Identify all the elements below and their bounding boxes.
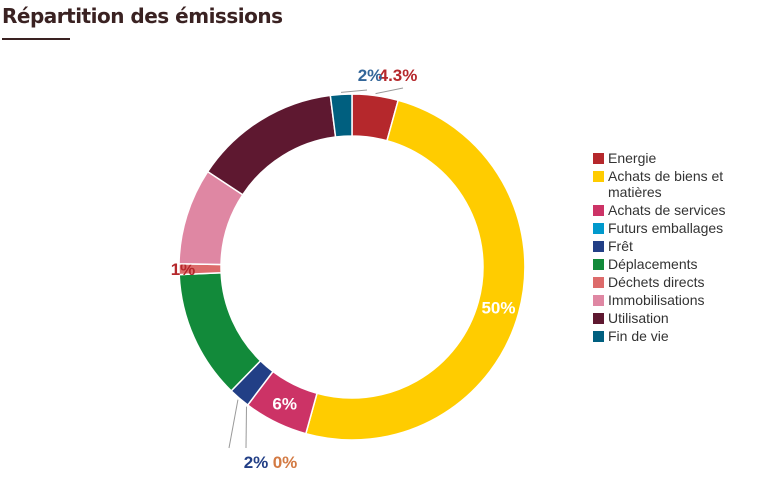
page-title: Répartition des émissions <box>2 4 283 28</box>
data-label-futurs-emballages: 0% <box>273 453 298 472</box>
legend-label-deplacements: Déplacements <box>608 256 698 272</box>
legend-swatch-futurs-emballages <box>593 223 604 234</box>
legend-swatch-achats-de-services <box>593 205 604 216</box>
legend-item-fret[interactable]: Frêt <box>593 238 773 254</box>
legend-item-fin-de-vie[interactable]: Fin de vie <box>593 328 773 344</box>
legend-swatch-dechets-directs <box>593 277 604 288</box>
slice-achats-de-biens-et-matieres <box>304 99 526 441</box>
legend-item-utilisation[interactable]: Utilisation <box>593 310 773 326</box>
legend-item-immobilisations[interactable]: Immobilisations <box>593 292 773 308</box>
slice-utilisation <box>206 94 337 196</box>
title-underline <box>2 38 70 40</box>
legend-item-achats-de-biens-et-matieres[interactable]: Achats de biens et matières <box>593 168 773 200</box>
legend-label-achats-de-services: Achats de services <box>608 202 726 218</box>
legend-label-dechets-directs: Déchets directs <box>608 274 705 290</box>
chart-legend: Energie Achats de biens et matières Achats… <box>593 150 773 346</box>
legend-label-immobilisations: Immobilisations <box>608 292 705 308</box>
legend-item-futurs-emballages[interactable]: Futurs emballages <box>593 220 773 236</box>
legend-swatch-energie <box>593 153 604 164</box>
legend-label-utilisation: Utilisation <box>608 310 669 326</box>
data-label-fin-de-vie: 2% <box>358 66 383 85</box>
data-label-fret: 2% <box>244 453 269 472</box>
legend-label-futurs-emballages: Futurs emballages <box>608 220 724 236</box>
legend-item-energie[interactable]: Energie <box>593 150 773 166</box>
leader-line-energie <box>375 87 404 95</box>
legend-label-fret: Frêt <box>608 238 633 254</box>
legend-item-deplacements[interactable]: Déplacements <box>593 256 773 272</box>
legend-item-achats-de-services[interactable]: Achats de services <box>593 202 773 218</box>
legend-swatch-achats-de-biens-et-matieres <box>593 171 604 182</box>
data-label-achats-de-services: 6% <box>272 394 297 413</box>
legend-swatch-utilisation <box>593 313 604 324</box>
legend-swatch-deplacements <box>593 259 604 270</box>
legend-item-dechets-directs[interactable]: Déchets directs <box>593 274 773 290</box>
slice-deplacements <box>178 271 262 392</box>
leader-line-fin-de-vie <box>340 89 368 93</box>
legend-swatch-immobilisations <box>593 295 604 306</box>
legend-swatch-fret <box>593 241 604 252</box>
leader-line-fret <box>228 399 239 449</box>
legend-swatch-fin-de-vie <box>593 331 604 342</box>
data-label-achats-de-biens-et-matieres: 50% <box>481 299 515 318</box>
legend-label-fin-de-vie: Fin de vie <box>608 328 669 344</box>
legend-label-achats-de-biens-et-matieres: Achats de biens et matières <box>608 168 724 200</box>
data-label-energie: 4.3% <box>379 66 418 85</box>
data-label-dechets-directs: 1% <box>171 260 196 279</box>
legend-label-energie: Energie <box>608 150 657 166</box>
slice-fin-de-vie <box>329 93 353 138</box>
